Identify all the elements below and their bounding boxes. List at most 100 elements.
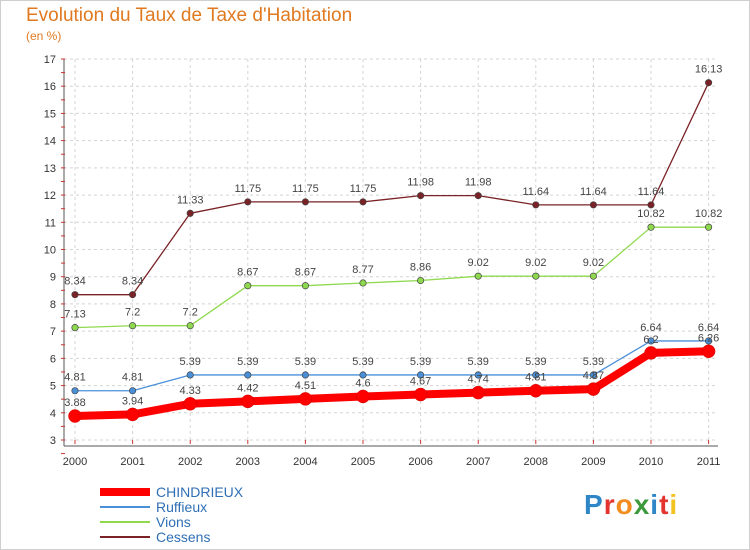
data-label: 4.81 <box>122 372 143 384</box>
data-point <box>589 201 597 209</box>
proxiti-logo: Proxiti <box>584 489 678 521</box>
data-point <box>532 272 540 280</box>
y-tick-label: 5 <box>50 381 56 393</box>
data-label: 6.2 <box>643 334 658 346</box>
data-point <box>244 282 252 290</box>
data-label: 9.02 <box>467 257 488 269</box>
data-point <box>474 192 482 200</box>
y-tick-label: 12 <box>44 190 56 202</box>
x-tick-label: 2004 <box>293 456 317 468</box>
data-label: 8.67 <box>237 267 258 279</box>
data-label: 5.39 <box>583 356 604 368</box>
data-point <box>186 371 194 379</box>
data-label: 4.87 <box>583 370 604 382</box>
y-tick-label: 13 <box>44 163 56 175</box>
data-label: 8.86 <box>410 262 431 274</box>
data-point <box>183 397 197 411</box>
logo-letter: i <box>650 489 660 520</box>
data-label: 7.2 <box>183 307 198 319</box>
chart-title: Evolution du Taux de Taxe d'Habitation <box>26 5 353 26</box>
x-tick-label: 2009 <box>581 456 605 468</box>
data-label: 4.6 <box>355 377 370 389</box>
data-point <box>71 387 79 395</box>
data-label: 4.81 <box>64 372 85 384</box>
data-point <box>301 198 309 206</box>
data-point <box>417 276 425 285</box>
data-point <box>532 201 540 209</box>
data-label: 6.26 <box>698 332 719 344</box>
data-point <box>301 371 309 379</box>
x-tick-label: 2005 <box>351 456 375 468</box>
x-tick-label: 2007 <box>466 456 490 468</box>
data-label: 4.81 <box>525 372 546 384</box>
data-point <box>244 371 252 379</box>
data-point <box>413 387 428 402</box>
logo-letter: x <box>633 489 651 520</box>
data-label: 11.64 <box>522 186 549 198</box>
data-label: 9.02 <box>525 257 546 269</box>
data-point <box>129 387 137 395</box>
data-point <box>589 272 597 280</box>
data-point <box>701 344 716 359</box>
y-tick-label: 17 <box>44 54 56 66</box>
x-tick-label: 2003 <box>236 456 260 468</box>
data-label: 11.75 <box>350 183 377 195</box>
x-tick-label: 2010 <box>639 456 663 468</box>
data-label: 7.13 <box>64 309 85 321</box>
y-tick-label: 6 <box>50 353 56 365</box>
data-label: 11.64 <box>580 186 607 198</box>
logo-letter: i <box>669 489 679 520</box>
data-label: 11.75 <box>234 183 261 195</box>
data-point <box>71 291 79 299</box>
data-label: 5.39 <box>525 356 546 368</box>
data-point <box>186 209 194 217</box>
data-point <box>474 272 482 280</box>
data-point <box>129 291 137 299</box>
data-label: 6.64 <box>640 322 661 334</box>
x-tick-label: 2000 <box>63 456 87 468</box>
logo-letter: t <box>659 489 670 520</box>
y-tick-label: 15 <box>44 108 56 120</box>
data-point <box>298 392 313 406</box>
data-label: 3.88 <box>64 397 85 409</box>
data-label: 4.74 <box>467 374 488 386</box>
data-point <box>705 337 713 345</box>
data-label: 4.67 <box>410 376 431 388</box>
data-point <box>241 394 255 409</box>
data-point <box>186 322 194 330</box>
legend-label: Ruffieux <box>156 499 207 515</box>
data-point <box>589 371 597 379</box>
data-label: 11.75 <box>292 183 319 195</box>
x-tick-label: 2008 <box>524 456 548 468</box>
data-label: 7.2 <box>125 307 140 319</box>
data-label: 5.39 <box>467 356 488 368</box>
data-label: 11.98 <box>407 177 434 189</box>
data-label: 5.39 <box>179 356 200 368</box>
y-tick-label: 8 <box>50 299 56 311</box>
logo-letter: o <box>615 489 634 520</box>
data-label: 5.39 <box>295 356 316 368</box>
data-label: 6.64 <box>698 322 719 334</box>
legend-label: Vions <box>156 514 191 530</box>
y-tick-label: 14 <box>44 136 56 148</box>
data-point <box>359 198 367 206</box>
y-tick-label: 11 <box>45 217 56 229</box>
data-label: 4.42 <box>237 382 258 394</box>
y-tick-label: 9 <box>50 272 56 284</box>
data-point <box>586 382 601 396</box>
data-point <box>125 407 140 422</box>
data-point <box>244 198 252 206</box>
data-point <box>71 324 79 332</box>
data-label: 8.67 <box>295 267 316 279</box>
data-label: 8.34 <box>122 276 143 288</box>
data-label: 11.64 <box>638 186 665 198</box>
data-point <box>471 385 485 400</box>
data-label: 8.34 <box>64 276 85 288</box>
series-line-vions <box>74 226 709 329</box>
data-point <box>647 201 655 209</box>
data-label: 5.39 <box>237 356 258 368</box>
data-point <box>705 223 713 231</box>
data-point <box>474 371 482 379</box>
x-tick-label: 2011 <box>697 456 721 468</box>
